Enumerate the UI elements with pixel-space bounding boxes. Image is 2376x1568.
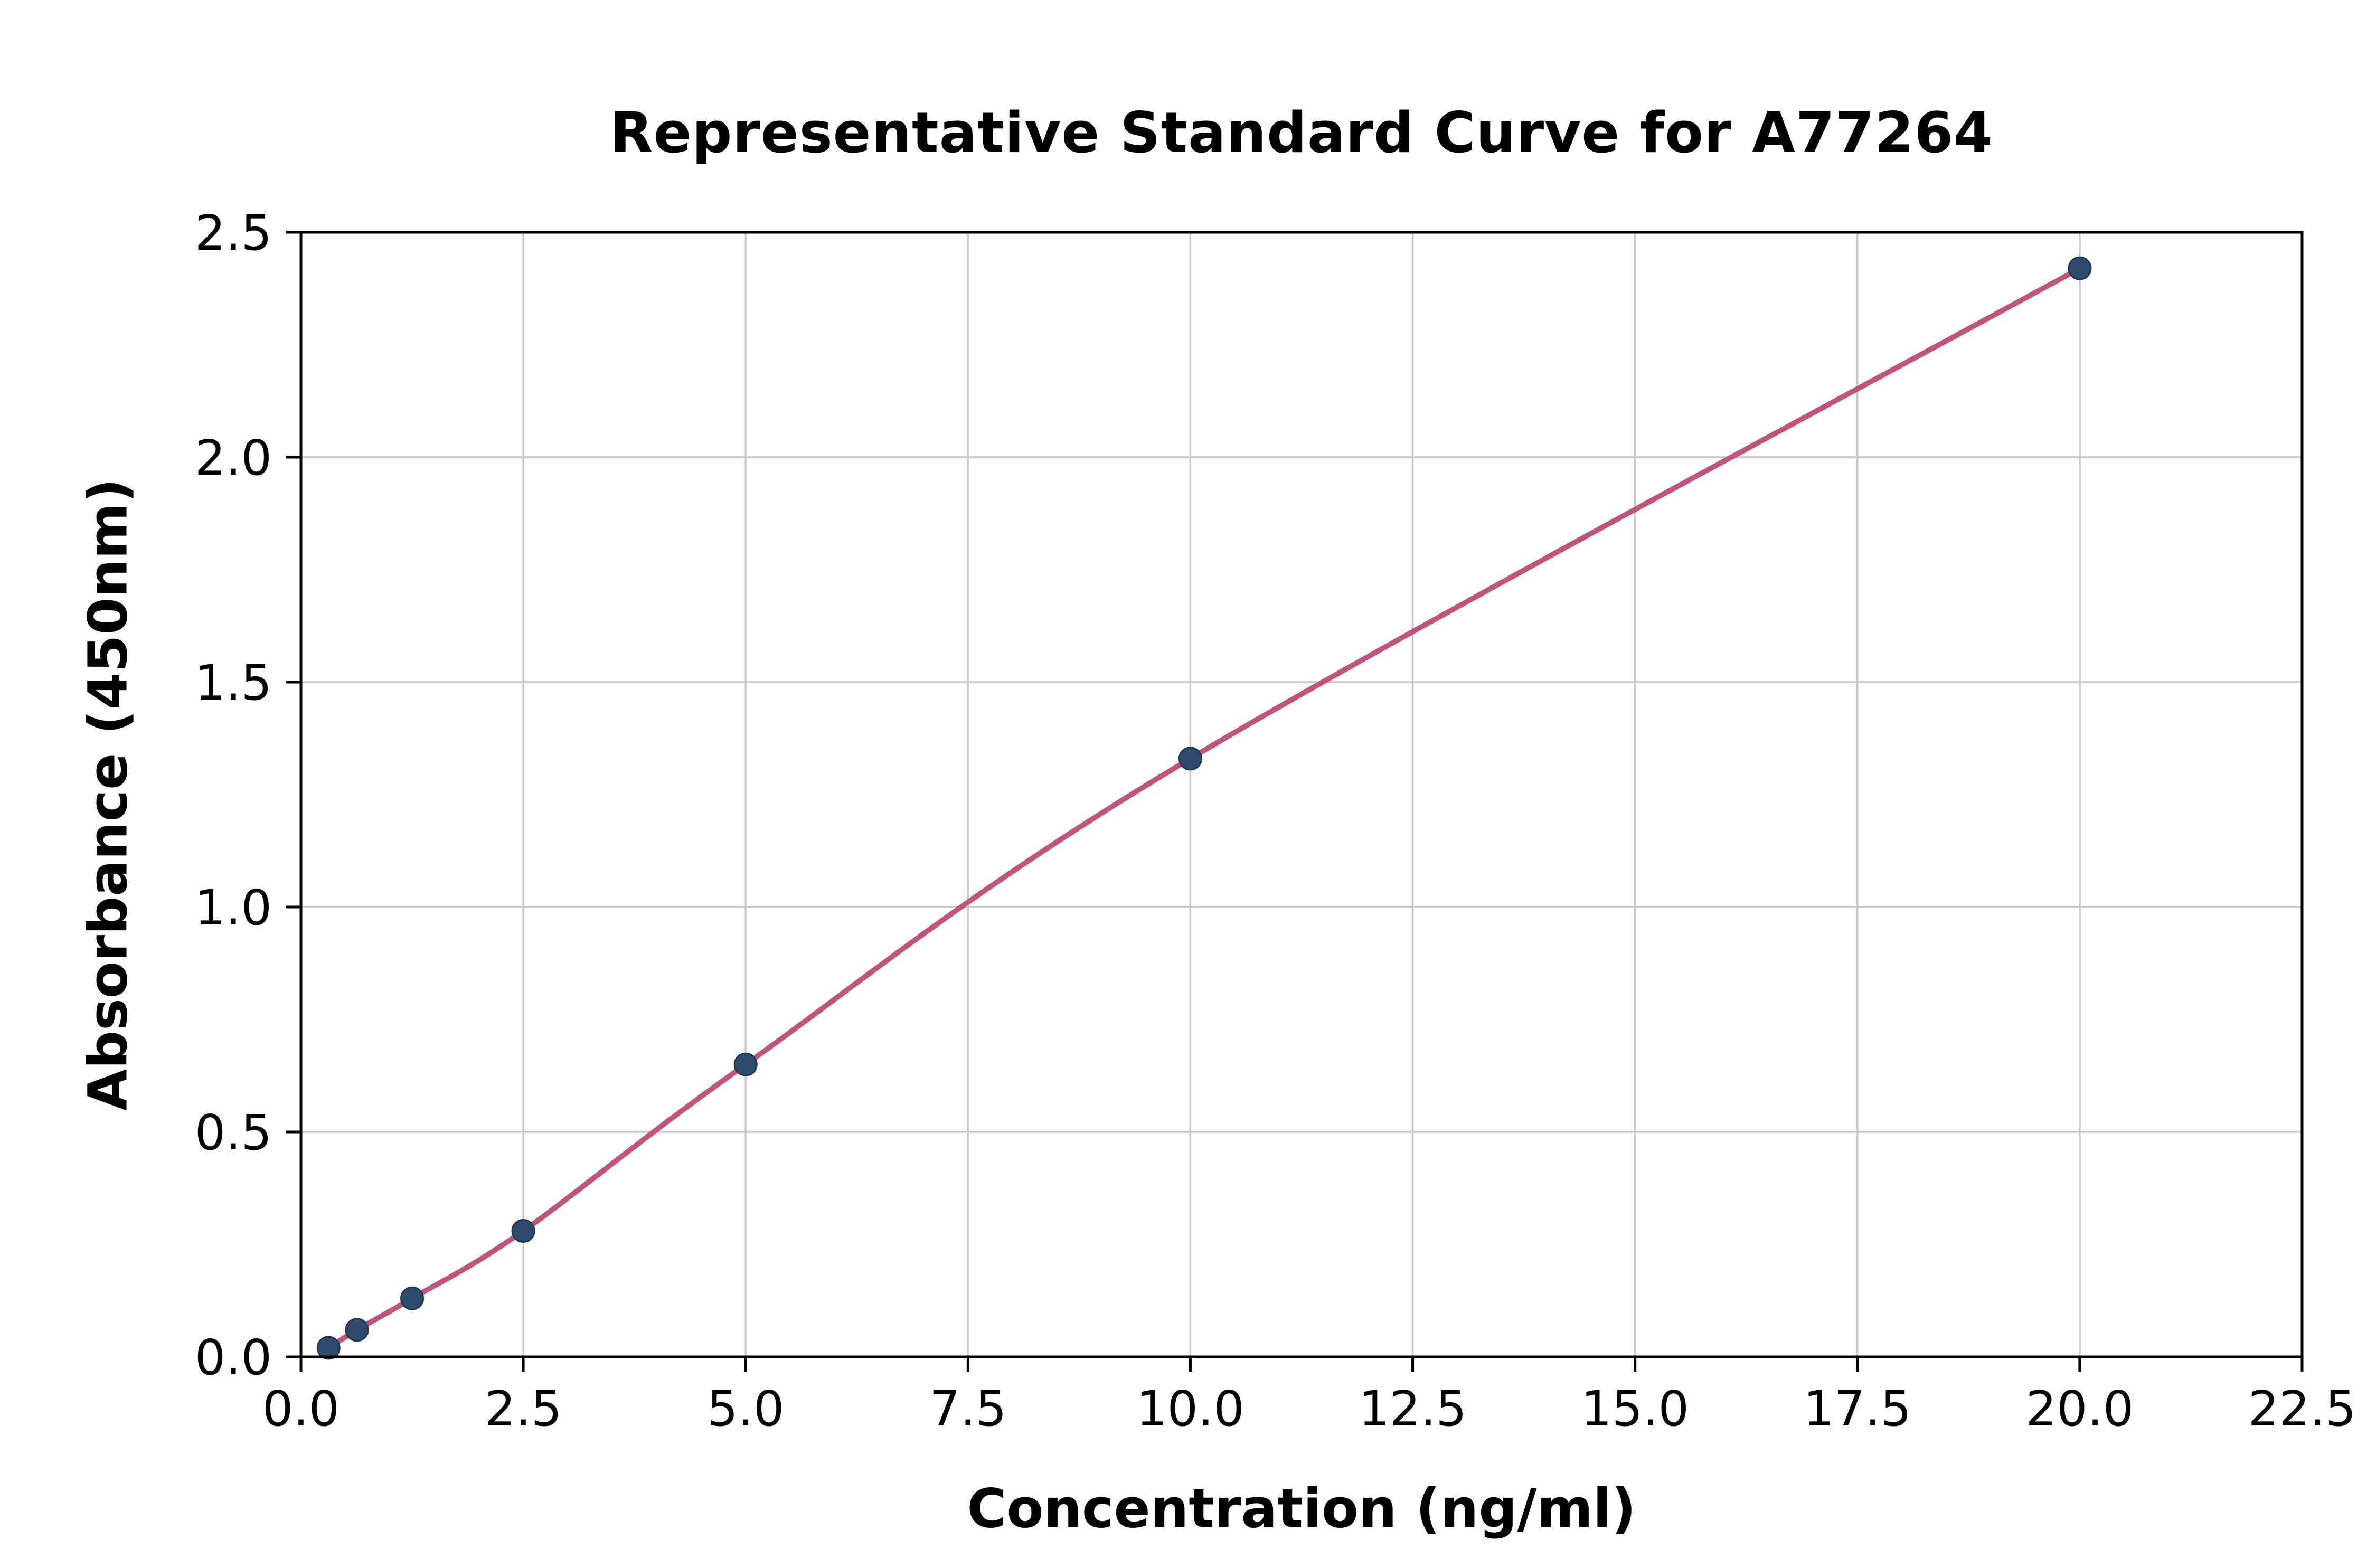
x-tick-label: 17.5 xyxy=(1803,1381,1911,1437)
y-tick-label: 1.5 xyxy=(195,655,272,711)
x-tick-label: 12.5 xyxy=(1359,1381,1467,1437)
standard-curve-line xyxy=(326,266,2082,1350)
plot-border xyxy=(299,231,2304,1358)
x-axis-label: Concentration (ng/ml) xyxy=(967,1477,1636,1541)
x-tick-label: 20.0 xyxy=(2025,1381,2134,1437)
data-point-marker xyxy=(400,1286,425,1310)
x-tick-label: 2.5 xyxy=(485,1381,562,1437)
y-tick-label: 0.5 xyxy=(195,1104,272,1161)
x-tick-label: 7.5 xyxy=(929,1381,1006,1437)
x-tick-label: 10.0 xyxy=(1136,1381,1244,1437)
y-tick-label: 0.0 xyxy=(195,1329,272,1386)
data-point-marker xyxy=(2068,256,2092,280)
data-point-marker xyxy=(1178,747,1202,771)
y-tick-label: 1.0 xyxy=(195,880,272,936)
data-point-marker xyxy=(345,1318,369,1342)
x-tick-label: 22.5 xyxy=(2248,1381,2356,1437)
y-tick-label: 2.5 xyxy=(195,205,272,261)
x-tick-label: 5.0 xyxy=(707,1381,784,1437)
data-point-marker xyxy=(316,1336,341,1360)
x-tick-label: 15.0 xyxy=(1581,1381,1689,1437)
chart-title: Representative Standard Curve for A77264 xyxy=(610,100,1993,165)
data-point-marker xyxy=(733,1052,758,1076)
data-point-marker xyxy=(511,1218,535,1243)
y-tick-label: 2.0 xyxy=(195,430,272,486)
x-tick-label: 0.0 xyxy=(262,1381,340,1437)
